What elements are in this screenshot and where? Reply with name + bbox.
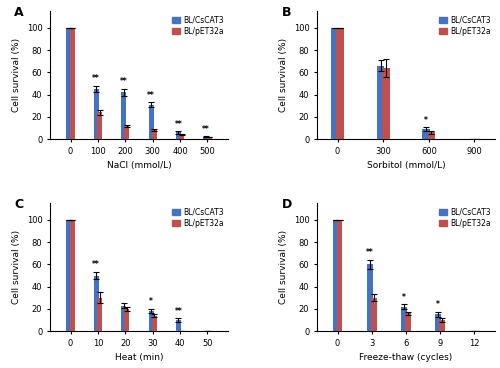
Text: **: ** [92,261,100,269]
Y-axis label: Cell survival (%): Cell survival (%) [279,38,288,112]
Bar [180,135,184,139]
Legend: BL/CsCAT3, BL/pET32a: BL/CsCAT3, BL/pET32a [172,15,224,36]
Bar [176,132,181,139]
Bar [70,220,74,331]
Text: C: C [14,198,24,211]
Bar [66,28,71,139]
Text: **: ** [147,91,155,100]
Y-axis label: Cell survival (%): Cell survival (%) [279,230,288,304]
Bar [94,276,98,331]
X-axis label: Freeze-thaw (cycles): Freeze-thaw (cycles) [360,353,452,362]
Bar [176,320,181,331]
Text: *: * [149,297,153,306]
Bar [121,92,126,139]
Text: **: ** [174,307,182,316]
Bar [371,298,376,331]
X-axis label: NaCl (mmol/L): NaCl (mmol/L) [106,161,172,170]
Bar [124,126,130,139]
Bar [367,264,372,331]
Bar [97,112,102,139]
Bar [206,137,212,139]
Y-axis label: Cell survival (%): Cell survival (%) [12,230,21,304]
Bar [66,220,71,331]
Y-axis label: Cell survival (%): Cell survival (%) [12,38,21,112]
Bar [428,132,436,139]
Bar [70,28,74,139]
Text: A: A [14,6,24,19]
Bar [336,28,344,139]
Bar [152,316,157,331]
Bar [382,68,390,139]
Bar [204,137,208,139]
Bar [440,320,445,331]
Text: *: * [424,116,428,125]
Text: **: ** [174,120,182,128]
Bar [152,130,157,139]
Bar [124,309,130,331]
Bar [376,66,384,139]
Bar [97,298,102,331]
Bar [148,311,154,331]
Text: **: ** [202,124,209,134]
Legend: BL/CsCAT3, BL/pET32a: BL/CsCAT3, BL/pET32a [438,15,491,36]
Text: **: ** [92,74,100,83]
Bar [422,129,430,139]
Bar [436,315,441,331]
Bar [148,105,154,139]
Bar [405,314,411,331]
Legend: BL/CsCAT3, BL/pET32a: BL/CsCAT3, BL/pET32a [438,207,491,229]
Text: D: D [282,198,292,211]
Bar [332,220,338,331]
Text: *: * [436,301,440,309]
Bar [336,220,342,331]
Bar [121,305,126,331]
Text: B: B [282,6,291,19]
Bar [401,307,407,331]
Bar [94,89,98,139]
Text: **: ** [120,77,128,86]
Bar [331,28,338,139]
X-axis label: Sorbitol (mmol/L): Sorbitol (mmol/L) [366,161,446,170]
Text: **: ** [366,248,374,257]
Text: *: * [402,293,406,302]
Legend: BL/CsCAT3, BL/pET32a: BL/CsCAT3, BL/pET32a [172,207,224,229]
X-axis label: Heat (min): Heat (min) [115,353,163,362]
